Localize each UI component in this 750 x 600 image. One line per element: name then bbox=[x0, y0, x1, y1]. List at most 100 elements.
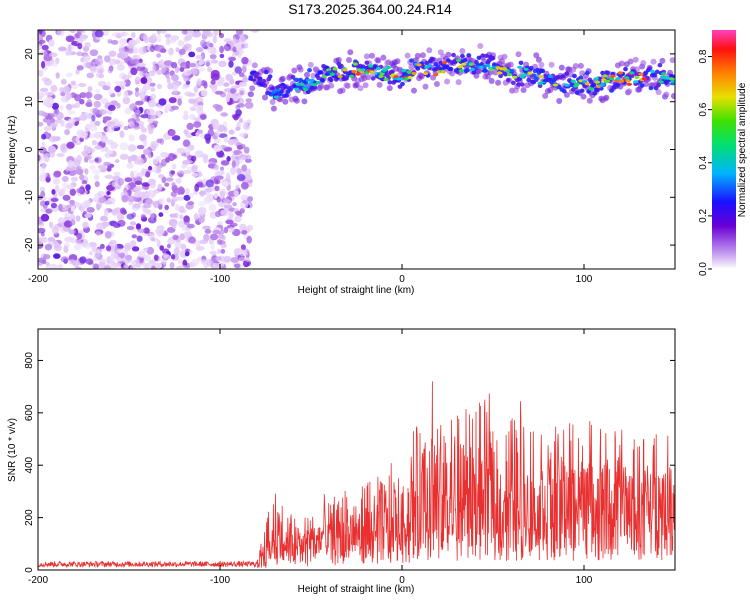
spectrogram-noise-cell bbox=[223, 136, 229, 143]
spectrogram-ridge-cell bbox=[470, 67, 476, 71]
spectrogram-ridge-cell bbox=[468, 62, 474, 66]
spectrogram-noise-cell bbox=[236, 144, 243, 150]
spectrogram-ridge-cell bbox=[608, 77, 615, 81]
spectrogram-noise-cell bbox=[158, 98, 167, 106]
spectrogram-noise-cell bbox=[98, 73, 105, 79]
spectrogram-noise-cell bbox=[145, 73, 153, 78]
spectrogram-ridge-cell bbox=[411, 87, 417, 94]
spectrogram-noise-cell bbox=[216, 149, 225, 158]
spectrogram-ridge-cell bbox=[297, 66, 304, 73]
spectrogram-noise-cell bbox=[84, 42, 92, 48]
spectrogram-noise-cell bbox=[183, 194, 191, 201]
spectrogram-ridge-cell bbox=[304, 71, 310, 78]
spectrogram-y-tick-label: -20 bbox=[24, 237, 35, 252]
spectrogram-noise-cell bbox=[104, 200, 113, 205]
spectrogram-ridge-cell bbox=[653, 86, 659, 91]
spectrogram-noise-cell bbox=[67, 118, 76, 124]
spectrogram-noise-cell bbox=[183, 231, 193, 239]
spectrogram-ridge-cell bbox=[404, 72, 409, 78]
spectrogram-ridge-cell bbox=[406, 70, 412, 74]
spectrogram-noise-cell bbox=[124, 264, 129, 269]
spectrogram-x-tick-label: -100 bbox=[210, 274, 230, 285]
spectrogram-ridge-cell bbox=[629, 73, 635, 79]
spectrogram-ridge-cell bbox=[433, 73, 439, 77]
spectrogram-noise-cell bbox=[79, 34, 89, 40]
spectrogram-noise-cell bbox=[100, 215, 108, 222]
spectrogram-noise-cell bbox=[196, 47, 204, 53]
spectrogram-noise-cell bbox=[171, 163, 177, 170]
spectrogram-noise-cell bbox=[66, 184, 75, 190]
spectrogram-noise-cell bbox=[170, 254, 176, 260]
spectrogram-noise-cell bbox=[106, 81, 112, 87]
colorbar-tick-label: 0.8 bbox=[698, 49, 709, 63]
spectrogram-noise-cell bbox=[91, 243, 96, 252]
spectrogram-noise-cell bbox=[245, 158, 252, 163]
spectrogram-noise-cell bbox=[87, 86, 93, 92]
spectrogram-ridge-cell bbox=[600, 83, 606, 87]
spectrogram-noise-cell bbox=[143, 34, 148, 42]
spectrogram-noise-cell bbox=[208, 83, 218, 89]
spectrogram-noise-cell bbox=[172, 154, 177, 159]
spectrogram-noise-cell bbox=[38, 257, 47, 263]
spectrogram-ridge-cell bbox=[284, 93, 289, 98]
spectrogram-noise-cell bbox=[82, 54, 91, 62]
spectrogram-noise-cell bbox=[126, 213, 135, 220]
spectrogram-noise-cell bbox=[51, 102, 60, 110]
spectrogram-noise-cell bbox=[117, 248, 126, 254]
spectrogram-noise-cell bbox=[241, 199, 251, 204]
spectrogram-noise-cell bbox=[96, 203, 101, 211]
spectrogram-noise-cell bbox=[59, 105, 64, 111]
spectrogram-noise-cell bbox=[134, 109, 141, 115]
spectrogram-noise-cell bbox=[39, 200, 47, 207]
spectrogram-noise-cell bbox=[119, 252, 125, 259]
spectrogram-noise-cell bbox=[76, 232, 82, 240]
spectrogram-noise-cell bbox=[117, 178, 125, 186]
spectrogram-noise-cell bbox=[191, 172, 199, 177]
spectrogram-ridge-cell bbox=[318, 83, 324, 89]
spectrogram-noise-cell bbox=[161, 258, 167, 265]
spectrogram-noise-cell bbox=[76, 51, 83, 56]
spectrogram-noise-cell bbox=[126, 47, 134, 54]
spectrogram-noise-cell bbox=[193, 86, 199, 93]
spectrogram-ridge-cell bbox=[312, 85, 317, 90]
spectrogram-noise-cell bbox=[94, 120, 101, 126]
spectrogram-ridge-cell bbox=[625, 79, 631, 83]
spectrogram-noise-cell bbox=[79, 256, 87, 264]
spectrogram-ridge-cell bbox=[657, 62, 663, 68]
spectrogram-noise-cell bbox=[140, 77, 148, 84]
spectrogram-noise-cell bbox=[200, 89, 208, 97]
spectrogram-ridge-cell bbox=[396, 77, 402, 81]
spectrogram-noise-cell bbox=[199, 67, 205, 72]
spectrogram-ridge-cell bbox=[476, 55, 482, 60]
spectrogram-noise-cell bbox=[213, 30, 219, 36]
spectrogram-ridge-cell bbox=[352, 62, 358, 66]
spectrogram-noise-cell bbox=[152, 64, 157, 73]
spectrogram-noise-cell bbox=[80, 206, 86, 213]
spectrogram-noise-cell bbox=[172, 234, 179, 240]
spectrogram-ridge-cell bbox=[452, 59, 458, 65]
spectrogram-noise-cell bbox=[150, 213, 155, 221]
colorbar-tick-label: 0.6 bbox=[698, 102, 709, 116]
spectrogram-noise-cell bbox=[175, 177, 182, 184]
spectrogram-noise-cell bbox=[240, 37, 245, 42]
spectrogram-ridge-cell bbox=[375, 57, 382, 64]
spectrogram-ridge-cell bbox=[403, 77, 409, 81]
spectrogram-noise-cell bbox=[139, 70, 144, 77]
spectrogram-noise-cell bbox=[83, 157, 89, 163]
spectrogram-noise-cell bbox=[124, 107, 132, 115]
spectrogram-ridge-cell bbox=[480, 53, 486, 58]
spectrogram-ridge-cell bbox=[669, 57, 675, 64]
spectrogram-noise-cell bbox=[62, 194, 71, 201]
spectrogram-noise-cell bbox=[207, 46, 212, 53]
spectrogram-ridge-cell bbox=[547, 74, 553, 78]
spectrogram-ridge-cell bbox=[401, 69, 407, 73]
spectrogram-noise-cell bbox=[234, 66, 243, 74]
spectrogram-ridge-cell bbox=[617, 71, 624, 75]
spectrogram-noise-cell bbox=[199, 114, 207, 120]
spectrogram-noise-cell bbox=[74, 102, 81, 109]
spectrogram-noise-cell bbox=[110, 260, 116, 266]
spectrogram-ridge-cell bbox=[652, 73, 658, 78]
spectrogram-noise-cell bbox=[67, 110, 76, 115]
spectrogram-noise-cell bbox=[196, 106, 204, 115]
spectrogram-ridge-cell bbox=[624, 76, 630, 80]
